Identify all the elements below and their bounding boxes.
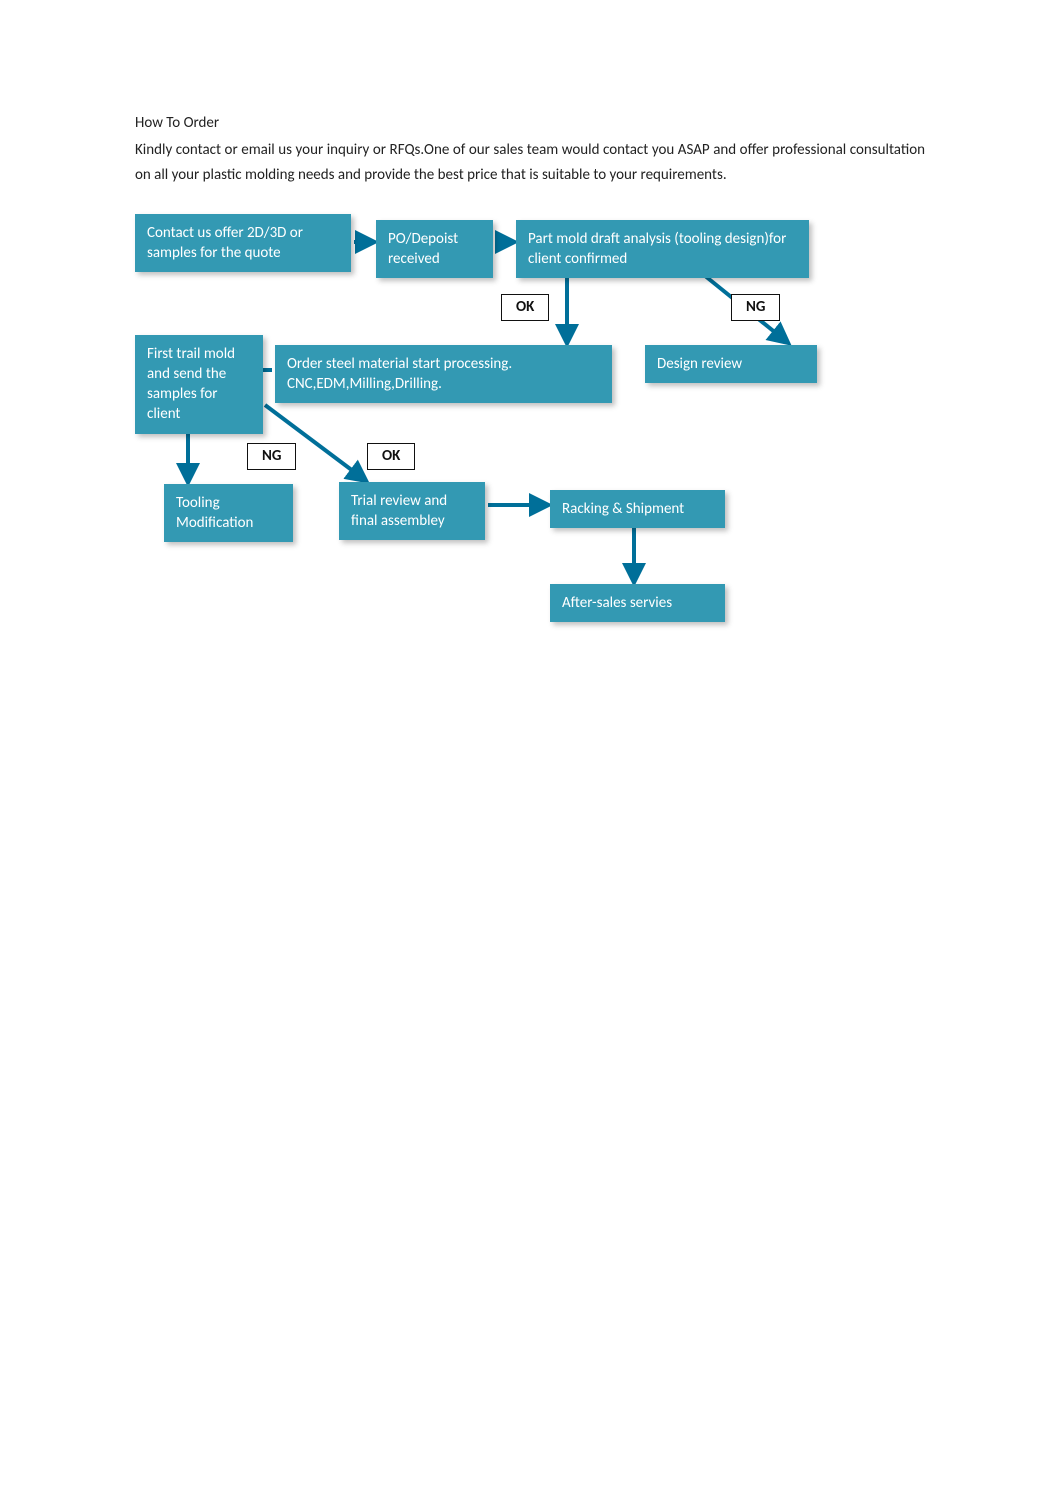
label-ok-1: OK (501, 294, 549, 321)
intro-paragraph: Kindly contact or email us your inquiry … (135, 138, 925, 188)
node-trial-review: Trial review and final assembley (339, 482, 485, 541)
node-racking: Racking & Shipment (550, 490, 725, 528)
node-first-trail: First trail mold and send the samples fo… (135, 335, 263, 434)
page-heading: How To Order (135, 114, 925, 132)
node-contact: Contact us offer 2D/3D or samples for th… (135, 214, 351, 273)
node-analysis: Part mold draft analysis (tooling design… (516, 220, 809, 279)
node-order-steel: Order steel material start processing. C… (275, 345, 612, 404)
label-ok-2: OK (367, 443, 415, 470)
flowchart-diagram: Contact us offer 2D/3D or samples for th… (135, 210, 925, 640)
node-po: PO/Depoist received (376, 220, 493, 279)
label-ng-2: NG (247, 443, 296, 470)
node-design-review: Design review (645, 345, 817, 383)
node-aftersales: After-sales servies (550, 584, 725, 622)
label-ng-1: NG (731, 294, 780, 321)
node-tooling: Tooling Modification (164, 484, 293, 543)
